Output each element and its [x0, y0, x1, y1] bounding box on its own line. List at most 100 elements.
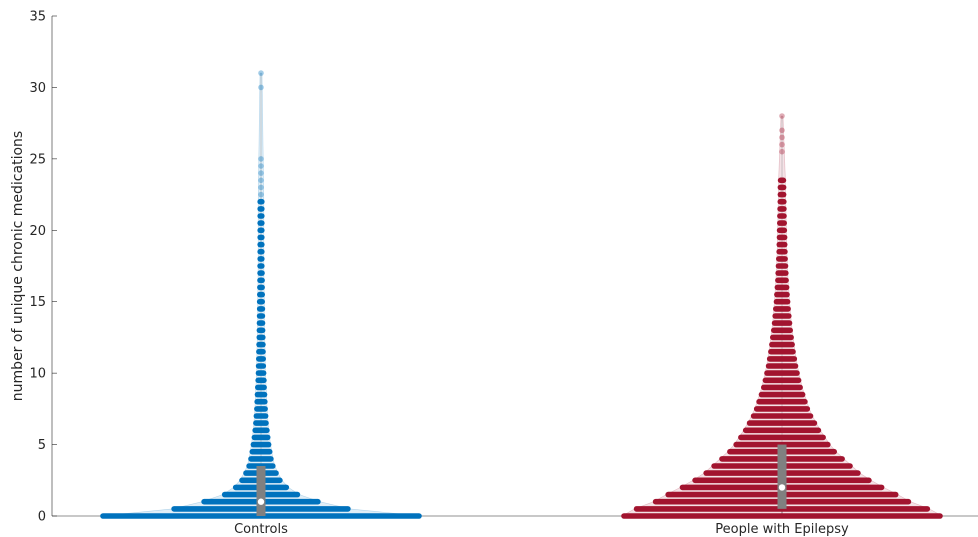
- outlier-point: [258, 184, 264, 191]
- swarm-row: [777, 206, 787, 212]
- swarm-row: [756, 398, 808, 405]
- swarm-row: [256, 298, 265, 305]
- swarm-row: [777, 198, 787, 205]
- swarm-row: [254, 398, 268, 405]
- swarm-row: [633, 506, 931, 512]
- swarm-row: [769, 341, 795, 348]
- swarm-row: [257, 270, 265, 276]
- swarm-row: [772, 313, 792, 319]
- swarm-row: [753, 406, 811, 412]
- swarm-row: [776, 256, 788, 262]
- swarm-row: [621, 513, 943, 519]
- axes: [51, 15, 978, 517]
- swarm-row: [750, 413, 814, 419]
- swarm-row: [257, 213, 265, 219]
- y-tick-label: 5: [38, 438, 46, 453]
- outlier-point: [779, 206, 785, 212]
- swarm-row: [773, 298, 791, 305]
- violins: [100, 70, 944, 519]
- y-tick-label: 20: [29, 224, 46, 239]
- swarm-row: [256, 348, 266, 355]
- y-axis-label: number of unique chronic medications: [10, 131, 26, 401]
- median-marker: [778, 484, 786, 491]
- swarm-row: [776, 248, 788, 255]
- swarm-row: [758, 391, 806, 398]
- swarm-row: [777, 191, 787, 198]
- outlier-point: [258, 170, 264, 176]
- outlier-point: [258, 156, 264, 162]
- swarm-row: [257, 284, 265, 291]
- swarm-row: [256, 334, 266, 341]
- outlier-point: [258, 163, 264, 169]
- y-tick-label: 15: [29, 295, 46, 310]
- y-tick-label: 25: [29, 152, 46, 167]
- swarm-row: [257, 227, 265, 234]
- swarm-row: [257, 248, 265, 255]
- swarm-row: [255, 370, 267, 376]
- iqr-box: [256, 466, 266, 516]
- outlier-point: [779, 127, 785, 134]
- y-tick-label: 10: [29, 367, 46, 382]
- swarm-row: [774, 284, 790, 291]
- swarm-row: [762, 377, 802, 384]
- swarm-row: [257, 198, 265, 205]
- outlier-point: [779, 141, 785, 148]
- swarm-row: [257, 263, 265, 269]
- swarm-row: [254, 406, 268, 412]
- swarm-row: [257, 206, 265, 212]
- outlier-point: [779, 113, 785, 119]
- swarm-row: [257, 277, 265, 284]
- swarm-row: [255, 377, 267, 384]
- swarm-row: [256, 320, 266, 326]
- outlier-point: [258, 177, 264, 184]
- swarm-row: [766, 356, 798, 362]
- swarm-row: [257, 220, 265, 226]
- outlier-point: [258, 70, 264, 76]
- swarm-row: [256, 356, 266, 362]
- swarm-row: [776, 234, 788, 241]
- swarm-row: [775, 277, 789, 284]
- y-tick-label: 30: [29, 81, 46, 96]
- swarm-row: [776, 227, 788, 234]
- swarm-row: [257, 291, 265, 298]
- swarm-row: [775, 263, 789, 269]
- swarm-row: [253, 413, 269, 419]
- swarm-row: [256, 313, 266, 319]
- swarm-row: [256, 341, 266, 348]
- swarm-row: [256, 327, 266, 334]
- swarm-row: [768, 348, 796, 355]
- swarm-row: [738, 434, 826, 441]
- swarm-row: [777, 213, 787, 219]
- outlier-point: [779, 134, 785, 141]
- y-tick-label: 35: [29, 10, 46, 25]
- median-marker: [257, 498, 265, 505]
- x-tick-label: People with Epilepsy: [715, 522, 849, 537]
- swarm-row: [255, 384, 267, 391]
- swarm-row: [770, 334, 794, 341]
- outlier-point: [258, 84, 264, 91]
- swarm-row: [777, 220, 787, 226]
- swarm-row: [761, 384, 803, 391]
- iqr-box: [777, 444, 787, 509]
- violin-epilepsy: [620, 113, 944, 519]
- violin-controls: [100, 70, 422, 519]
- swarm-row: [250, 441, 272, 448]
- outlier-point: [779, 213, 785, 219]
- swarm-row: [255, 363, 267, 369]
- outlier-point: [258, 191, 264, 198]
- swarm-row: [251, 434, 271, 441]
- swarm-row: [771, 320, 793, 326]
- swarm-row: [764, 370, 800, 376]
- swarm-row: [746, 420, 818, 426]
- swarm-row: [774, 291, 790, 298]
- swarm-row: [775, 270, 789, 276]
- x-tick-label: Controls: [234, 522, 288, 537]
- outlier-point: [779, 184, 785, 191]
- swarm-row: [253, 420, 269, 426]
- tick-labels: 0 5 10 15 20 25 30 35 Controls People with Epilep…: [29, 10, 849, 537]
- outlier-point: [779, 191, 785, 198]
- swarm-row: [257, 256, 265, 262]
- swarm-row: [257, 241, 265, 248]
